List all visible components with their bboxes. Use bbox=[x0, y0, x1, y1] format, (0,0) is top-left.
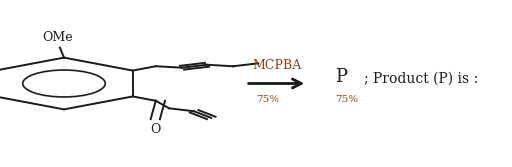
Text: 75%: 75% bbox=[256, 95, 279, 104]
Text: O: O bbox=[150, 123, 160, 136]
Text: MCPBA: MCPBA bbox=[252, 59, 301, 72]
Text: ; Product (P) is :: ; Product (P) is : bbox=[364, 71, 478, 86]
Text: 75%: 75% bbox=[335, 95, 358, 104]
Text: P: P bbox=[335, 68, 347, 86]
Text: OMe: OMe bbox=[42, 31, 73, 44]
